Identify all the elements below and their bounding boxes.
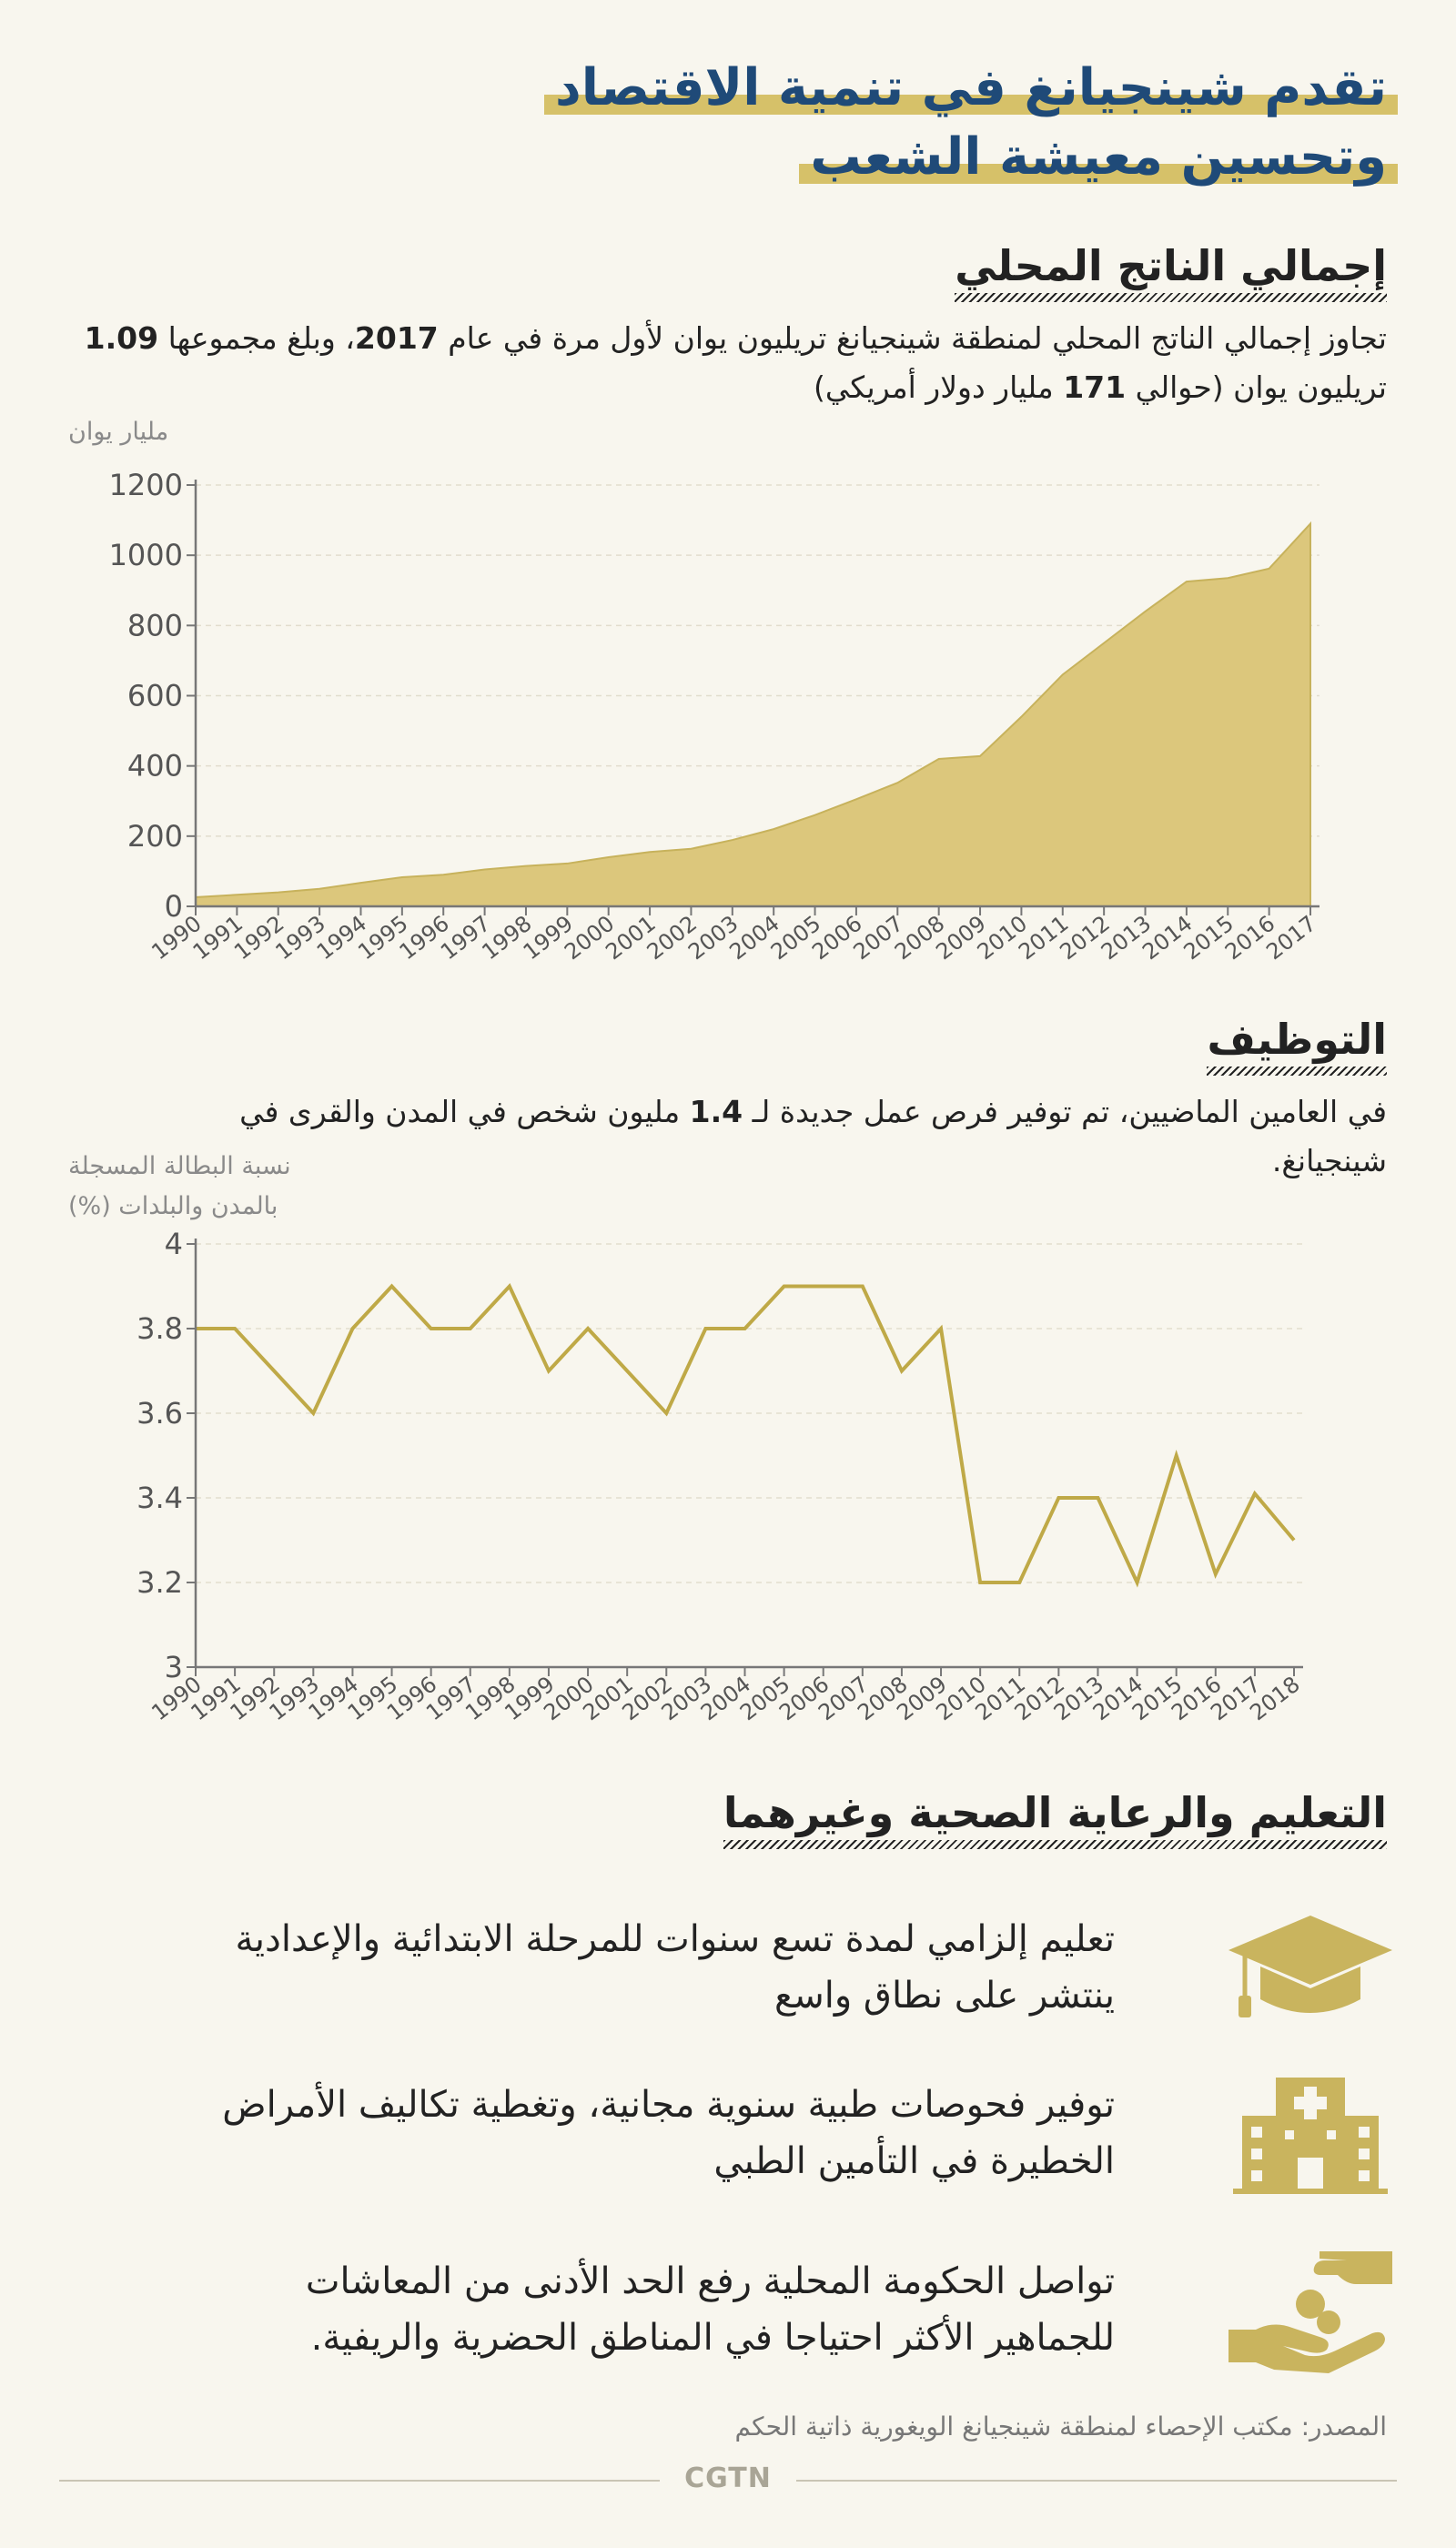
y-tick-label: 0 — [165, 889, 183, 924]
y-tick-label: 400 — [127, 749, 183, 784]
y-tick-label: 1000 — [109, 538, 183, 572]
y-tick-label: 200 — [127, 819, 183, 854]
y-tick-label: 3.8 — [136, 1311, 183, 1346]
y-tick-label: 1200 — [109, 468, 183, 502]
footer-divider-left — [59, 2480, 660, 2482]
social-item-education: تعليم إلزامي لمدة تسع سنوات للمرحلة الاب… — [235, 1918, 1115, 2017]
unemployment-line — [196, 1282, 1296, 1588]
brand-logo: CGTN — [684, 2462, 772, 2494]
social-item-health: توفير فحوصات طبية سنوية مجانية، وتغطية ت… — [222, 2084, 1115, 2182]
y-tick-label: 3 — [165, 1650, 183, 1684]
social-item-pension: تواصل الحكومة المحلية رفع الحد الأدنى من… — [305, 2260, 1115, 2359]
x-tick-label: 2017 — [1261, 911, 1320, 966]
hospital-icon — [1219, 2070, 1401, 2198]
employment-description: في العامين الماضيين، تم توفير فرص عمل جد… — [239, 1094, 1387, 1178]
graduation-cap-icon — [1219, 1906, 1401, 2034]
gdp-unit-label: مليار يوان — [68, 418, 169, 446]
gdp-description: تجاوز إجمالي الناتج المحلي لمنطقة شينجيا… — [84, 320, 1387, 405]
page-title-line-2: وتحسين معيشة الشعب — [799, 126, 1398, 189]
gdp-area-chart: 0200400600800100012001990199119921993199… — [109, 468, 1321, 966]
hand-coins-icon — [1219, 2248, 1401, 2375]
footer-divider-right — [796, 2480, 1397, 2482]
y-tick-label: 3.2 — [136, 1565, 183, 1600]
y-tick-label: 3.4 — [136, 1481, 183, 1515]
unemployment-unit-label-2: بالمدن والبلدات (%) — [68, 1192, 278, 1220]
y-tick-label: 600 — [127, 679, 183, 713]
source-note: المصدر: مكتب الإحصاء لمنطقة شينجيانغ الو… — [734, 2412, 1387, 2442]
y-tick-label: 4 — [165, 1227, 183, 1261]
employment-heading: التوظيف — [1207, 1012, 1387, 1076]
y-tick-label: 3.6 — [136, 1396, 183, 1431]
y-tick-label: 800 — [127, 608, 183, 642]
gdp-area — [195, 521, 1311, 907]
unemployment-line-chart: 33.23.43.63.8419901991199219931994199519… — [136, 1227, 1305, 1725]
gdp-heading: إجمالي الناتج المحلي — [955, 238, 1387, 302]
page-title-line-1: تقدم شينجيانغ في تنمية الاقتصاد — [544, 56, 1398, 120]
unemployment-unit-label-1: نسبة البطالة المسجلة — [68, 1152, 291, 1180]
social-heading: التعليم والرعاية الصحية وغيرهما — [723, 1785, 1387, 1849]
